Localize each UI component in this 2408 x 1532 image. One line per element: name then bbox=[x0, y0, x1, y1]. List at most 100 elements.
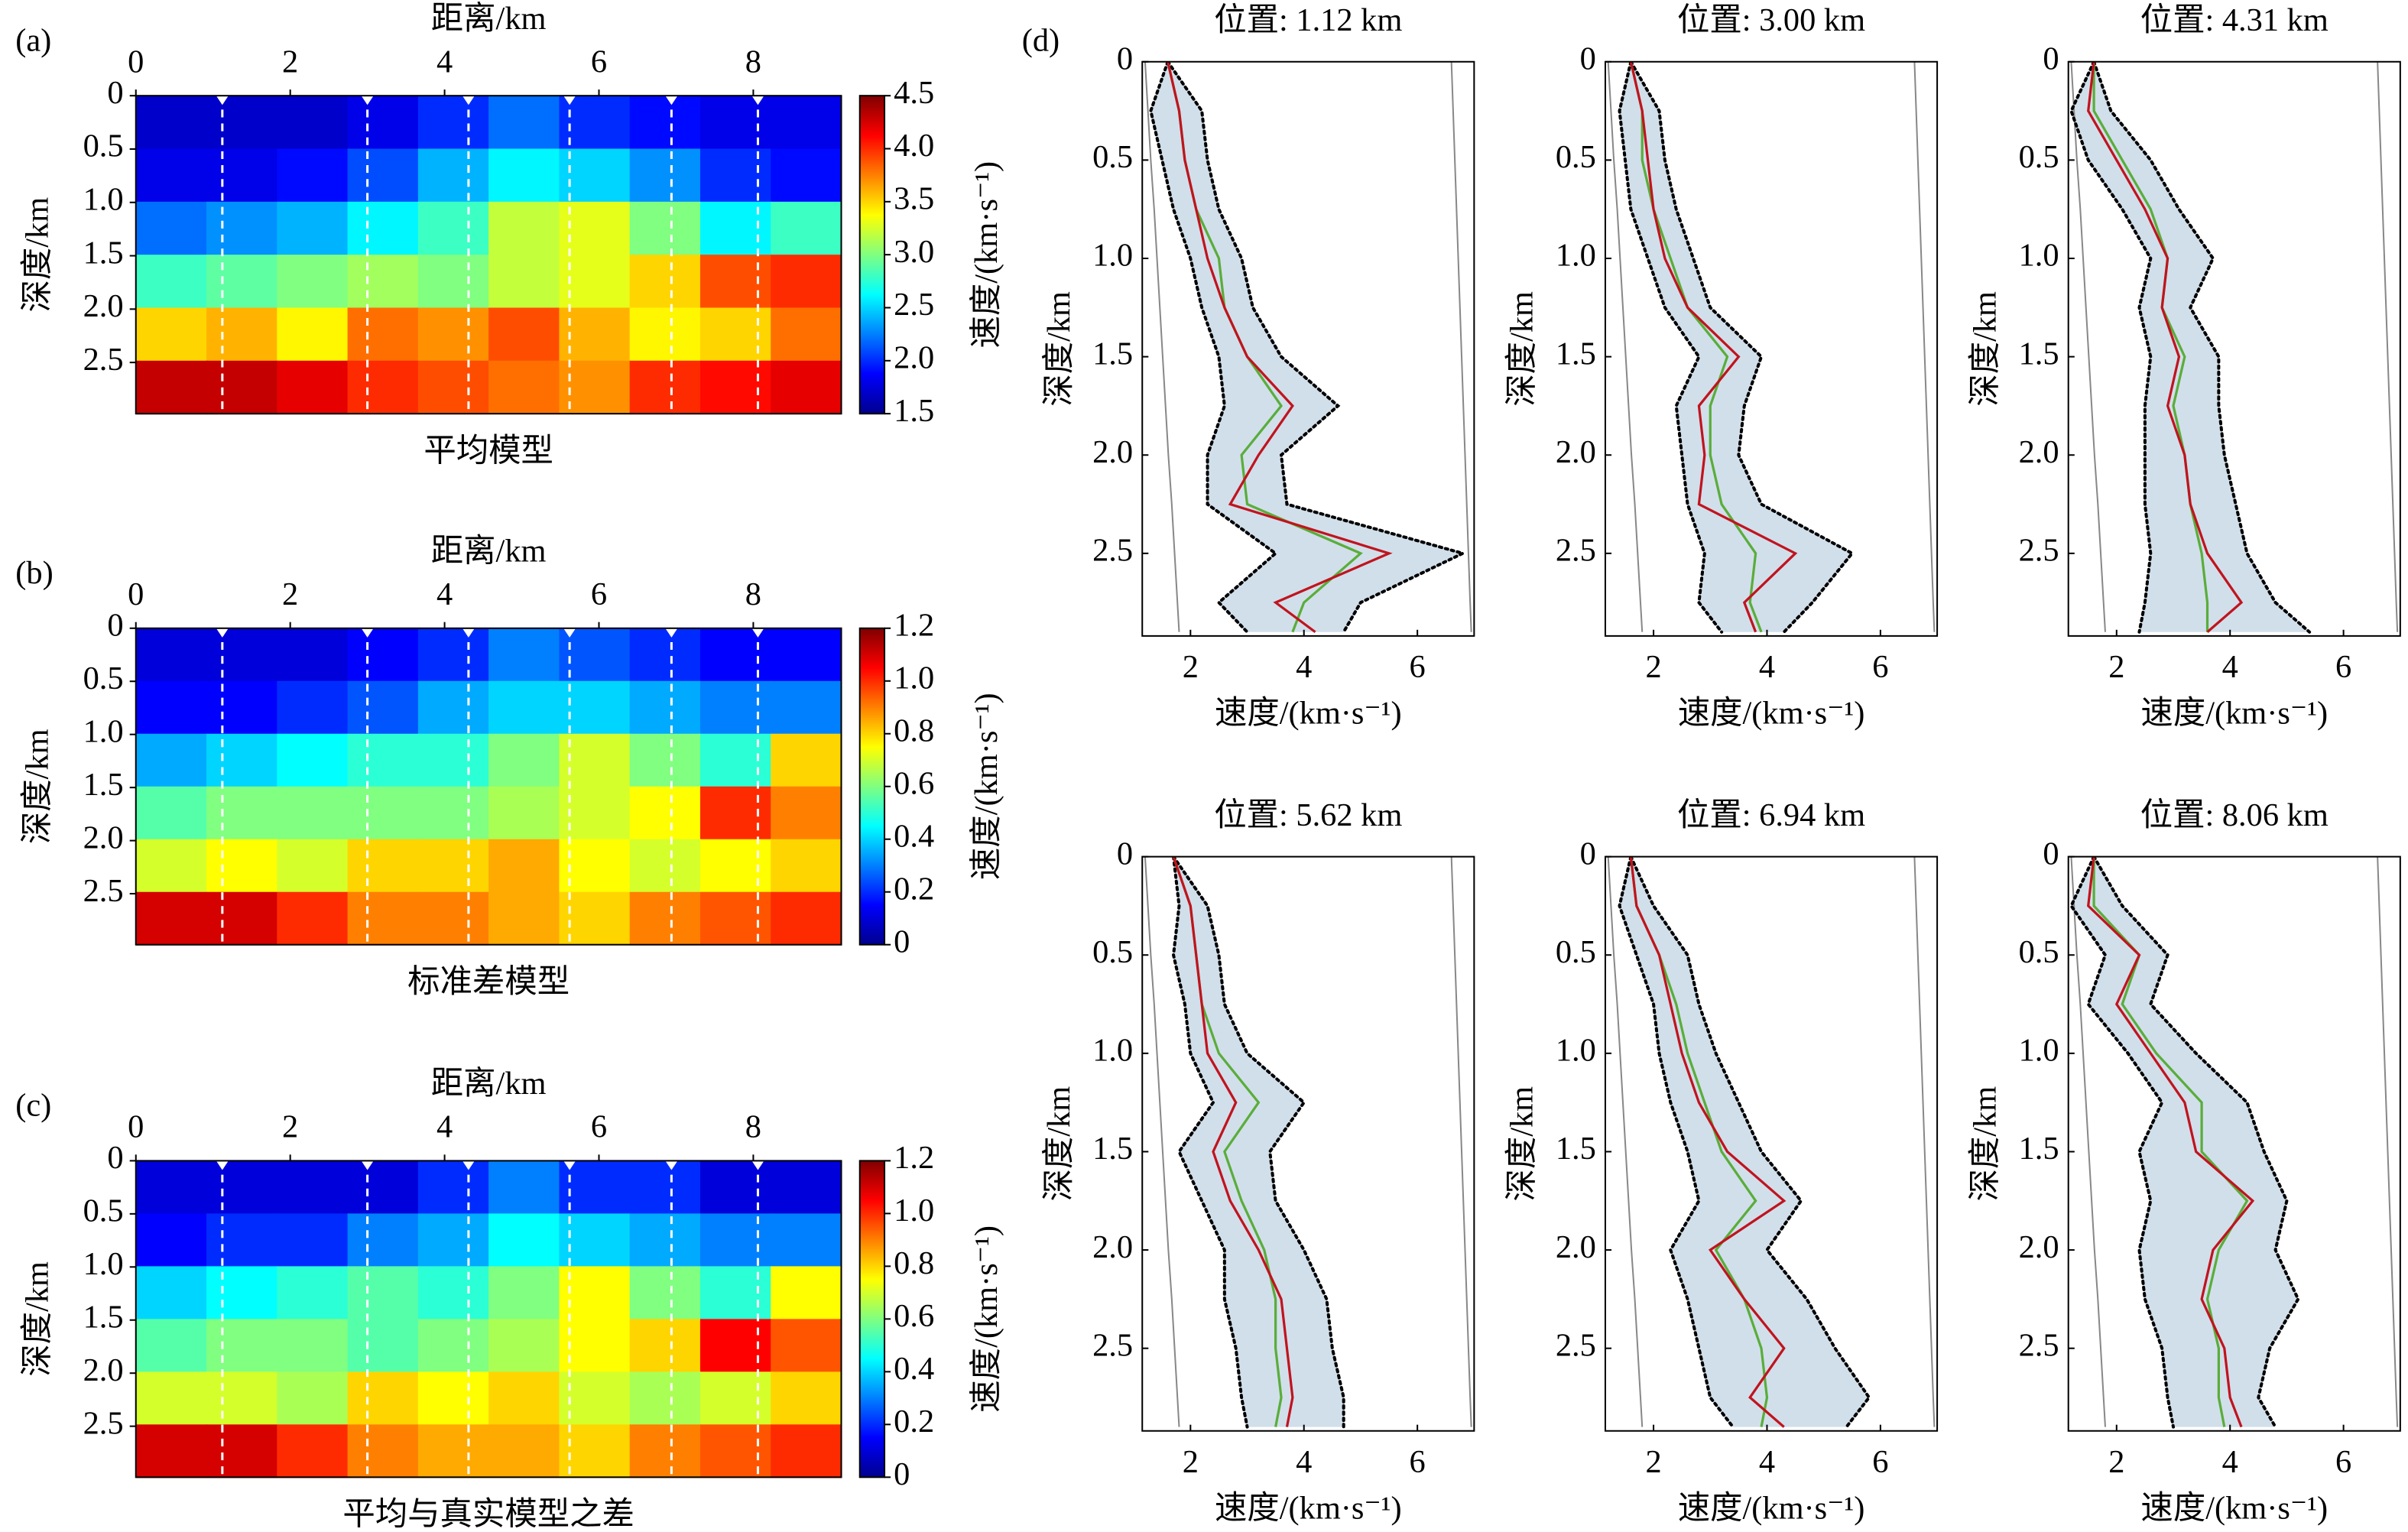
plot-area bbox=[1144, 61, 1472, 634]
heat-cell bbox=[206, 1213, 278, 1267]
chart-title: 位置: 4.31 km bbox=[2140, 2, 2328, 38]
heat-cell bbox=[629, 201, 701, 256]
heat-cell bbox=[699, 733, 772, 787]
heat-cell bbox=[347, 891, 419, 946]
colorbar-tick-label: 4.5 bbox=[894, 75, 934, 111]
heat-cell bbox=[699, 680, 772, 735]
x-axis-label: 距离/km bbox=[431, 534, 547, 570]
heat-cell bbox=[417, 786, 490, 840]
x-tick-label: 4 bbox=[436, 1109, 453, 1145]
heat-cell bbox=[629, 307, 701, 362]
heat-cell bbox=[699, 1160, 772, 1215]
heat-cell bbox=[206, 96, 278, 150]
heat-cell bbox=[629, 360, 701, 415]
heat-cell bbox=[417, 1371, 490, 1426]
marker-triangle bbox=[216, 1160, 229, 1170]
x-tick-label: 2 bbox=[1183, 1444, 1199, 1480]
heat-cell bbox=[488, 1160, 560, 1215]
y-tick-label: 1.5 bbox=[1092, 336, 1133, 372]
heat-cell bbox=[347, 307, 419, 362]
profile-line bbox=[1144, 61, 1180, 632]
heat-cell bbox=[277, 839, 349, 893]
profile-line bbox=[1149, 61, 1278, 634]
y-tick-label: 1.5 bbox=[1556, 1131, 1596, 1167]
heat-cell bbox=[417, 148, 490, 203]
x-tick-label: 0 bbox=[128, 1109, 144, 1145]
profile-line bbox=[1629, 61, 1855, 634]
posterior-band bbox=[1150, 61, 1463, 632]
x-axis-label: 速度/(km·s⁻¹) bbox=[2140, 1490, 2328, 1526]
heat-cell bbox=[629, 1266, 701, 1320]
heat-cell bbox=[277, 628, 349, 682]
y-tick-label: 0 bbox=[1580, 836, 1596, 871]
heat-cell bbox=[135, 1213, 208, 1267]
heat-cell bbox=[771, 360, 842, 415]
heat-cell bbox=[347, 628, 419, 682]
marker-triangle bbox=[751, 628, 764, 638]
x-tick-label: 4 bbox=[1296, 649, 1312, 685]
heat-cell bbox=[135, 148, 208, 203]
marker-triangle bbox=[361, 96, 374, 105]
x-tick-label: 2 bbox=[1645, 1444, 1661, 1480]
heat-cell bbox=[559, 1266, 631, 1320]
y-tick-label: 2.5 bbox=[2019, 533, 2059, 569]
y-tick-label: 0 bbox=[107, 1140, 123, 1176]
heat-cell bbox=[206, 148, 278, 203]
heat-cell bbox=[347, 1319, 419, 1373]
heat-cell bbox=[629, 733, 701, 787]
heat-cell bbox=[559, 1424, 631, 1478]
heat-cell bbox=[699, 96, 772, 150]
heat-cell bbox=[417, 307, 490, 362]
heat-cell bbox=[277, 786, 349, 840]
heat-cell bbox=[135, 1266, 208, 1320]
heat-cell bbox=[771, 839, 842, 893]
heat-cell bbox=[135, 733, 208, 787]
profile-line bbox=[1629, 61, 1763, 633]
heat-cell bbox=[629, 628, 701, 682]
heat-cell bbox=[699, 839, 772, 893]
heat-cell bbox=[629, 680, 701, 735]
y-axis-label: 深度/km bbox=[19, 1261, 55, 1377]
colorbar-tick-label: 2.5 bbox=[894, 287, 934, 323]
x-tick-label: 8 bbox=[745, 44, 761, 80]
x-tick-label: 0 bbox=[128, 576, 144, 612]
heat-cell bbox=[417, 96, 490, 150]
heat-cell bbox=[699, 1424, 772, 1478]
y-axis-label: 深度/km bbox=[19, 197, 55, 313]
heat-cell bbox=[699, 1213, 772, 1267]
heat-cell bbox=[277, 201, 349, 256]
heat-cell bbox=[699, 1371, 772, 1426]
heat-cell bbox=[488, 1424, 560, 1478]
heat-cell bbox=[559, 680, 631, 735]
heat-cell bbox=[699, 891, 772, 946]
heat-cell bbox=[135, 360, 208, 415]
profile-line bbox=[1172, 856, 1345, 1429]
y-tick-label: 1.0 bbox=[83, 181, 124, 217]
x-axis-label: 速度/(km·s⁻¹) bbox=[1678, 1490, 1865, 1526]
x-axis-label: 速度/(km·s⁻¹) bbox=[2140, 696, 2328, 732]
posterior-band bbox=[2071, 61, 2310, 632]
heat-cell bbox=[417, 201, 490, 256]
x-tick-label: 8 bbox=[745, 576, 761, 612]
colorbar-tick-label: 3.5 bbox=[894, 181, 934, 217]
heat-cell bbox=[771, 733, 842, 787]
heat-cell bbox=[629, 255, 701, 309]
caption: 平均模型 bbox=[424, 433, 553, 469]
heat-cell bbox=[629, 1424, 701, 1478]
heat-cell bbox=[559, 1319, 631, 1373]
y-tick-label: 0.5 bbox=[1556, 139, 1596, 175]
colorbar-tick-label: 3.0 bbox=[894, 234, 934, 270]
plot-frame bbox=[1141, 60, 1475, 637]
profile-line bbox=[2377, 856, 2399, 1427]
colorbar-tick-label: 0.2 bbox=[894, 871, 934, 907]
heat-cell bbox=[699, 360, 772, 415]
heat-cell bbox=[417, 1424, 490, 1478]
y-tick-label: 2.0 bbox=[83, 288, 124, 324]
marker-triangle bbox=[361, 1160, 374, 1170]
y-tick-label: 0.5 bbox=[83, 661, 124, 696]
x-tick-label: 6 bbox=[1872, 1444, 1888, 1480]
heat-cell bbox=[629, 1319, 701, 1373]
x-tick-label: 2 bbox=[1645, 649, 1661, 685]
plot-area bbox=[2069, 856, 2399, 1429]
heat-cell bbox=[277, 1213, 349, 1267]
